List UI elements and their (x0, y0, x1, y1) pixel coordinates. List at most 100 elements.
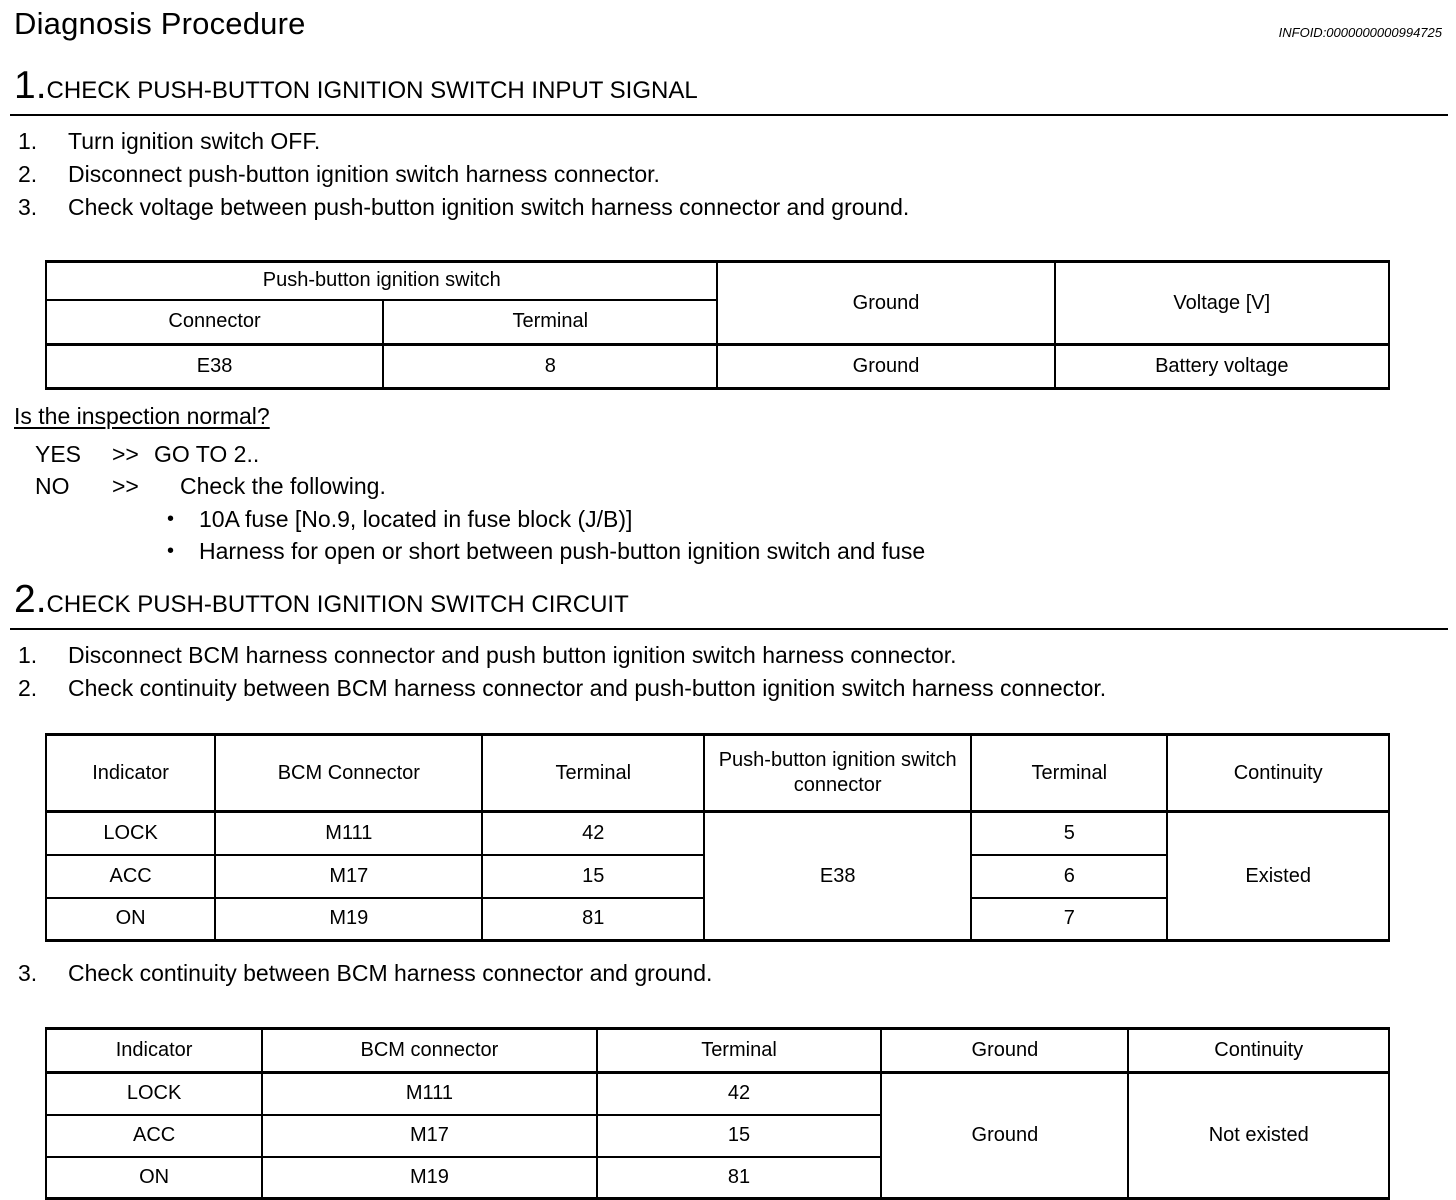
bullet-icon: • (167, 540, 175, 562)
table3-header-ground: Ground (880, 1027, 1130, 1074)
table2-header-bcm-connector: BCM Connector (214, 733, 484, 813)
bullet-text: Harness for open or short between push-b… (199, 538, 926, 564)
indicator-value: LOCK (44, 1071, 264, 1116)
table-row: ON M19 81 7 (44, 896, 1389, 942)
yes-instruction: GO TO 2.. (154, 441, 260, 467)
step-text: Turn ignition switch OFF. (68, 128, 321, 154)
bcm-connector-value: M111 (261, 1071, 598, 1116)
pb-connector-value: E38 (703, 810, 973, 942)
table1-ground-value: Ground (716, 343, 1056, 390)
check-items-list: • 10A fuse [No.9, located in fuse block … (14, 503, 1442, 567)
ground-value: Ground (880, 1071, 1130, 1200)
table3-header-row: Indicator BCM connector Terminal Ground … (44, 1027, 1390, 1074)
terminal-value: 42 (481, 810, 706, 856)
bcm-connector-value: M111 (214, 810, 484, 856)
section1-steps: 1. Turn ignition switch OFF. 2. Disconne… (14, 125, 1442, 224)
step-item: 3. Check voltage between push-button ign… (14, 191, 1442, 224)
table2-header-row: Indicator BCM Connector Terminal Push-bu… (44, 733, 1390, 813)
section2-steps: 1. Disconnect BCM harness connector and … (14, 639, 1442, 705)
continuity-check-table: Indicator BCM Connector Terminal Push-bu… (44, 733, 1390, 942)
table3-header-indicator: Indicator (44, 1027, 264, 1074)
table-row: LOCK M111 42 Ground Not existed (44, 1071, 1390, 1200)
section2-title: CHECK PUSH-BUTTON IGNITION SWITCH CIRCUI… (46, 591, 629, 618)
section2-heading: 2.CHECK PUSH-BUTTON IGNITION SWITCH CIRC… (10, 580, 1448, 630)
no-separator: >> (112, 473, 139, 499)
inspection-question: Is the inspection normal? (14, 403, 270, 429)
table2-header-terminal: Terminal (481, 733, 706, 813)
step-number: 3. (18, 960, 38, 986)
table-row: ACC M17 15 6 (44, 853, 1389, 899)
bcm-connector-value: M17 (261, 1113, 598, 1158)
infoid-label: INFOID:0000000000994725 (1278, 25, 1442, 40)
table2-header-continuity: Continuity (1166, 733, 1390, 813)
table1-voltage-value: Battery voltage (1053, 343, 1391, 390)
voltage-check-table: Push-button ignition switch Ground Volta… (44, 260, 1391, 390)
step-item: 2. Disconnect push-button ignition switc… (14, 158, 1442, 191)
table-row: ACC M17 15 (44, 1113, 1389, 1158)
section1-title: CHECK PUSH-BUTTON IGNITION SWITCH INPUT … (46, 77, 698, 104)
section2-number: 2. (14, 578, 47, 621)
step-text: Check continuity between BCM harness con… (68, 675, 1107, 701)
terminal-value: 81 (481, 896, 706, 942)
step-item: 2. Check continuity between BCM harness … (14, 672, 1442, 705)
yes-separator: >> (112, 441, 139, 467)
table1-header-terminal: Terminal (382, 298, 719, 346)
list-item: • 10A fuse [No.9, located in fuse block … (14, 503, 1442, 535)
table1-header-ground: Ground (716, 260, 1056, 346)
indicator-value: LOCK (44, 810, 217, 856)
pb-terminal-value: 5 (970, 810, 1169, 856)
step-item: 1. Turn ignition switch OFF. (14, 125, 1442, 158)
ground-continuity-table: Indicator BCM connector Terminal Ground … (44, 1027, 1390, 1200)
table3-header-terminal: Terminal (595, 1027, 883, 1074)
step-text: Disconnect push-button ignition switch h… (68, 161, 660, 187)
yes-no-block: YES >> GO TO 2.. NO >> Check the followi… (14, 438, 1442, 567)
table1-header-connector: Connector (44, 298, 385, 346)
no-row: NO >> Check the following. (14, 470, 1442, 502)
pb-terminal-value: 7 (970, 896, 1169, 942)
step-text: Check continuity between BCM harness con… (68, 960, 713, 986)
step-number: 1. (18, 128, 38, 154)
step-text: Disconnect BCM harness connector and pus… (68, 642, 957, 668)
step-number: 2. (18, 675, 38, 701)
step-text: Check voltage between push-button igniti… (68, 194, 910, 220)
table2-header-pb-terminal: Terminal (970, 733, 1169, 813)
section1-number: 1. (14, 64, 47, 107)
continuity-value: Not existed (1127, 1071, 1390, 1200)
table1-terminal-value: 8 (382, 343, 719, 390)
table2-header-pb-connector: Push-button ignition switch connector (703, 733, 973, 813)
bcm-connector-value: M17 (214, 853, 484, 899)
section1-heading: 1.CHECK PUSH-BUTTON IGNITION SWITCH INPU… (10, 66, 1448, 116)
indicator-value: ACC (44, 853, 217, 899)
table-row: E38 8 Ground Battery voltage (44, 343, 1391, 390)
page-title: Diagnosis Procedure (14, 6, 306, 41)
yes-label: YES (35, 441, 82, 467)
list-item: • Harness for open or short between push… (14, 535, 1442, 567)
terminal-value: 15 (481, 853, 706, 899)
table3-header-continuity: Continuity (1127, 1027, 1390, 1074)
step-item: 3. Check continuity between BCM harness … (14, 957, 1442, 990)
terminal-value: 42 (595, 1071, 883, 1116)
terminal-value: 15 (595, 1113, 883, 1158)
step-number: 2. (18, 161, 38, 187)
step-item: 1. Disconnect BCM harness connector and … (14, 639, 1442, 672)
section2-step3: 3. Check continuity between BCM harness … (14, 957, 1442, 990)
continuity-value: Existed (1166, 810, 1390, 942)
table-row: LOCK M111 42 E38 5 Existed (44, 810, 1390, 942)
indicator-value: ON (44, 896, 217, 942)
step-number: 3. (18, 194, 38, 220)
table1-group-header: Push-button ignition switch (44, 260, 719, 301)
table2-header-indicator: Indicator (44, 733, 217, 813)
bcm-connector-value: M19 (214, 896, 484, 942)
table1-connector-value: E38 (44, 343, 385, 390)
no-instruction: Check the following. (180, 473, 386, 499)
yes-row: YES >> GO TO 2.. (14, 438, 1442, 470)
pb-terminal-value: 6 (970, 853, 1169, 899)
indicator-value: ACC (44, 1113, 264, 1158)
table1-header-voltage: Voltage [V] (1053, 260, 1391, 346)
document-header: Diagnosis Procedure INFOID:0000000000994… (14, 6, 1442, 42)
step-number: 1. (18, 642, 38, 668)
no-label: NO (35, 473, 70, 499)
table3-header-bcm-connector: BCM connector (261, 1027, 598, 1074)
bullet-text: 10A fuse [No.9, located in fuse block (J… (199, 506, 633, 532)
